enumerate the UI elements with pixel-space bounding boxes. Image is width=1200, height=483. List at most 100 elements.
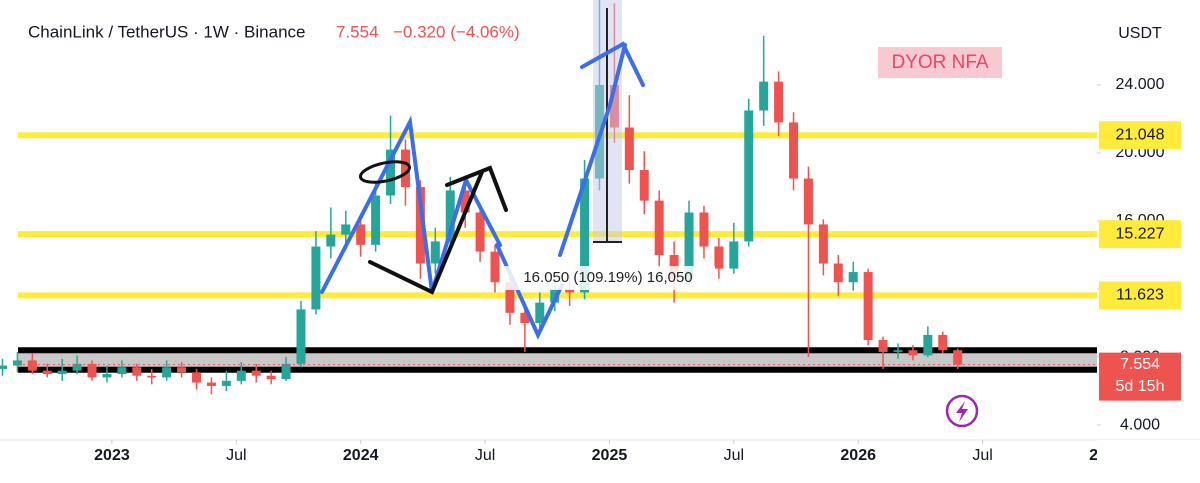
candle-body — [878, 340, 888, 352]
drawn-arrow — [580, 41, 645, 87]
candle-body — [57, 370, 67, 375]
candle-body — [774, 81, 784, 123]
price-unit: USDT — [1118, 25, 1162, 42]
last-price-label-bg — [1099, 352, 1181, 401]
symbol-title: ChainLink / TetherUS · 1W · Binance — [28, 22, 305, 41]
candle-body — [565, 289, 575, 293]
x-tick-label: 2026 — [840, 447, 876, 464]
drawn-line — [368, 170, 484, 295]
candle-body — [311, 246, 321, 310]
y-tick-label: 24.000 — [1116, 76, 1165, 93]
candle-body — [296, 309, 306, 364]
candle-body — [236, 370, 246, 381]
candle-body — [729, 241, 739, 269]
annotation-bg — [878, 47, 1002, 78]
level-label: 21.048 — [1116, 126, 1165, 143]
candle-body — [162, 367, 172, 378]
candle-body — [102, 374, 112, 378]
last-price: 7.554 — [336, 22, 379, 41]
candle-body — [206, 382, 216, 386]
y-tick-label: 4.000 — [1120, 416, 1160, 433]
candle-body — [0, 365, 7, 369]
candle-body — [72, 363, 82, 371]
level-label-bg — [1099, 281, 1181, 310]
candle-body — [848, 272, 858, 283]
candle-body — [923, 334, 933, 356]
candle-body — [520, 312, 530, 324]
candle-body — [759, 81, 769, 111]
x-tick-label: Jul — [724, 447, 744, 464]
drawings — [320, 0, 645, 340]
candle-body — [699, 212, 709, 247]
candle-body — [177, 367, 187, 373]
level-label-bg — [1099, 121, 1181, 150]
candle-body — [490, 251, 500, 283]
candle-body — [341, 224, 351, 235]
last-price-label: 7.554 — [1120, 356, 1160, 373]
candle-body — [803, 178, 813, 225]
candle-body — [789, 122, 799, 179]
candle-body — [833, 263, 843, 283]
candle-body — [863, 272, 873, 341]
candle-body — [12, 360, 22, 366]
candle-body — [505, 282, 515, 313]
level-label: 11.623 — [1116, 287, 1164, 304]
candle-body — [893, 350, 903, 352]
candle-body — [953, 350, 963, 365]
candle-body — [326, 234, 336, 247]
candle-body — [535, 302, 545, 324]
candle-body — [356, 224, 366, 245]
x-tick-label: 2023 — [94, 447, 130, 464]
candle-body — [400, 149, 410, 188]
candle-body — [132, 367, 142, 376]
countdown-label: 5d 15h — [1116, 378, 1165, 395]
candle-body — [386, 149, 396, 196]
candle-body — [460, 190, 470, 213]
x-tick-label: Jul — [475, 447, 495, 464]
header-bg — [0, 12, 545, 54]
candle-body — [117, 367, 127, 375]
candle-body — [475, 212, 485, 252]
candle-body — [251, 370, 261, 376]
candle-body — [371, 195, 381, 245]
candle-body — [908, 350, 918, 356]
candle-body — [221, 380, 231, 386]
candle-body — [415, 187, 425, 264]
candle-body — [87, 363, 97, 378]
drawn-ellipse — [358, 160, 412, 184]
price-axis-edge — [1097, 440, 1200, 483]
measure-bg — [503, 266, 715, 290]
axes: 4.0008.00012.00016.00020.00024.0002023Ju… — [94, 76, 1200, 483]
candle-body — [430, 241, 440, 264]
candle-body — [42, 370, 52, 375]
candle-body — [281, 363, 291, 380]
candle-body — [714, 246, 724, 269]
level-label-bg — [1099, 220, 1181, 249]
alert-icon-bolt — [956, 401, 968, 422]
candle-body — [654, 200, 664, 256]
candle-body — [684, 212, 694, 279]
price-change: −0.320 (−4.06%) — [393, 22, 520, 41]
candle-body — [938, 334, 948, 351]
x-tick-label: 2024 — [343, 447, 379, 464]
x-tick-label: Jul — [226, 447, 246, 464]
candle-body — [445, 190, 455, 242]
drawn-line — [558, 43, 627, 257]
candle-body — [624, 127, 634, 171]
candle-body — [744, 110, 754, 242]
annotation: DYOR NFA — [891, 52, 988, 73]
candle-body — [192, 372, 202, 383]
x-tick-label: 2025 — [592, 447, 628, 464]
drawn-arrow — [445, 165, 508, 212]
candle-body — [639, 170, 649, 201]
candle-body — [580, 178, 590, 293]
level-label: 15.227 — [1116, 225, 1165, 242]
candle-body — [27, 360, 37, 371]
candle-body — [266, 375, 276, 380]
time-axis — [0, 440, 1200, 483]
candle-body — [818, 224, 828, 264]
candle-body — [147, 375, 157, 378]
measure-label: 16.050 (109.19%) 16,050 — [523, 269, 692, 286]
x-tick-label: Jul — [972, 447, 992, 464]
